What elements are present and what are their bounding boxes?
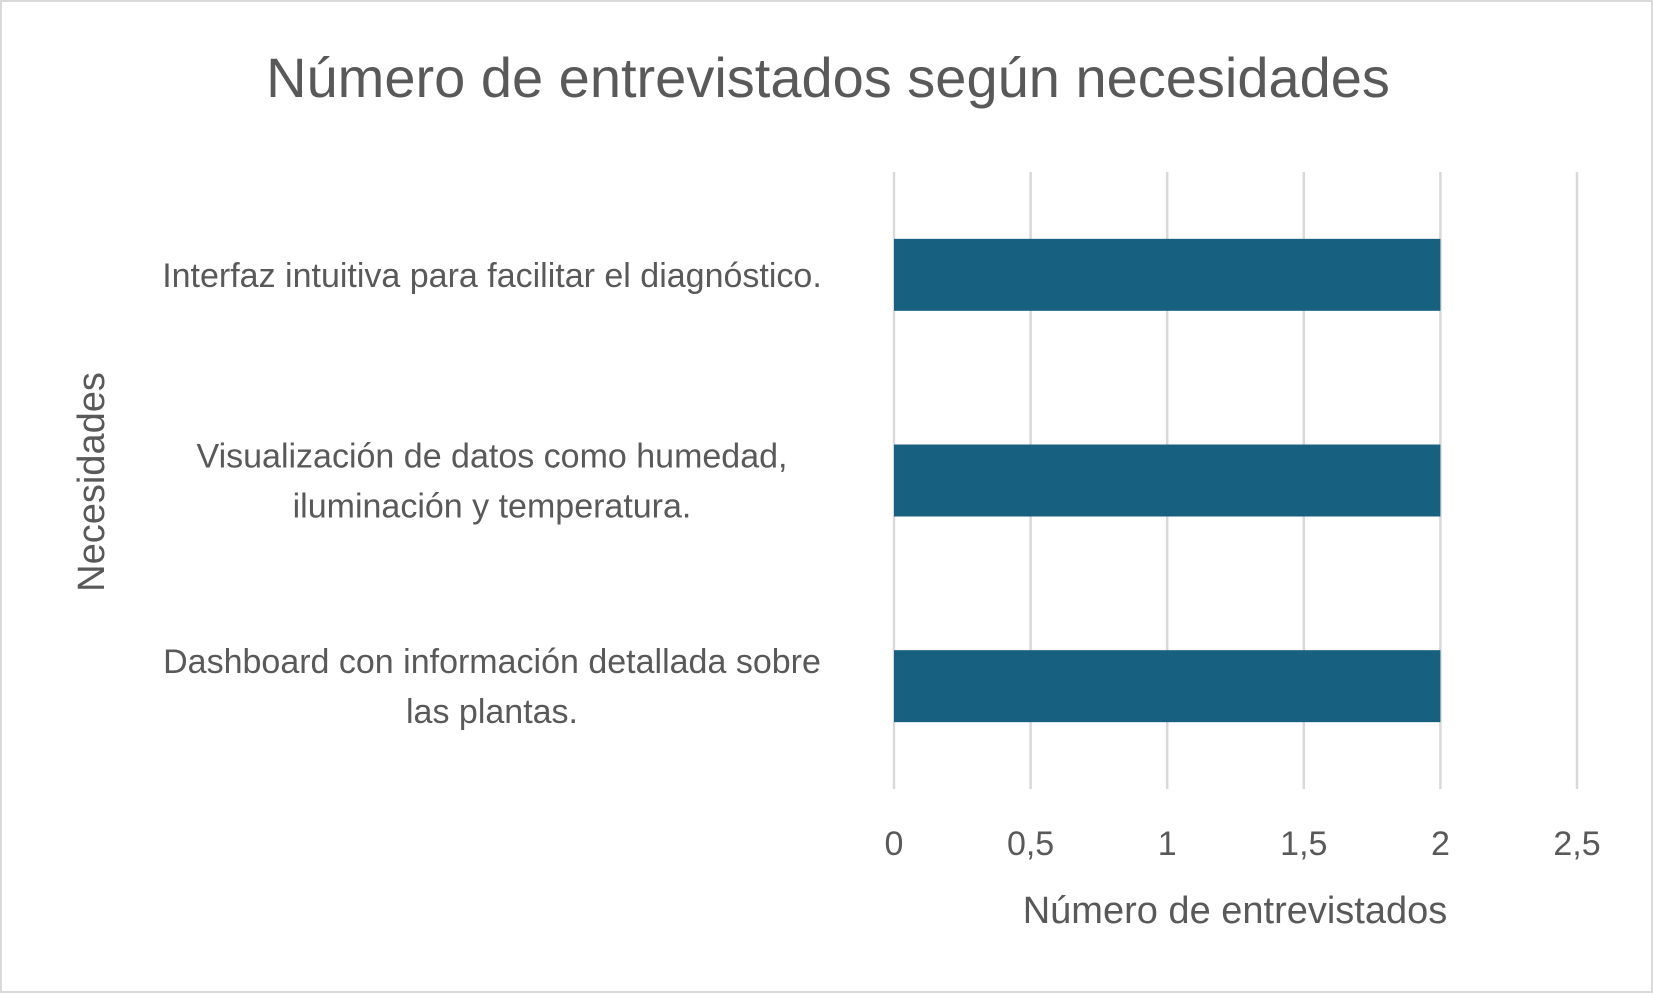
category-label-line: Visualización de datos como humedad, bbox=[197, 438, 788, 476]
x-tick-label: 1,5 bbox=[1280, 825, 1327, 863]
x-tick-label: 0,5 bbox=[1007, 825, 1054, 863]
category-label: Interfaz intuitiva para facilitar el dia… bbox=[162, 257, 822, 295]
y-category-labels: Interfaz intuitiva para facilitar el dia… bbox=[162, 257, 822, 731]
x-tick-label: 2 bbox=[1431, 825, 1450, 863]
category-label-line: Interfaz intuitiva para facilitar el dia… bbox=[162, 257, 822, 295]
x-axis-title: Número de entrevistados bbox=[1023, 890, 1448, 932]
bar bbox=[894, 650, 1441, 723]
category-label-line: las plantas. bbox=[406, 693, 578, 731]
x-tick-label: 2,5 bbox=[1553, 825, 1600, 863]
y-axis-title: Necesidades bbox=[71, 372, 113, 592]
category-label: Visualización de datos como humedad, ilum… bbox=[197, 438, 788, 526]
category-label-line: iluminación y temperatura. bbox=[293, 488, 692, 526]
category-label-line: Dashboard con información detallada sobr… bbox=[163, 643, 821, 681]
x-tick-labels: 0 0,5 1 1,5 2 2,5 bbox=[885, 825, 1601, 863]
bar bbox=[894, 238, 1441, 311]
category-label: Dashboard con información detallada sobr… bbox=[163, 643, 821, 731]
x-tick-label: 1 bbox=[1158, 825, 1177, 863]
chart-title: Número de entrevistados según necesidade… bbox=[266, 46, 1390, 109]
bar bbox=[894, 444, 1441, 517]
bars bbox=[894, 238, 1441, 723]
x-tick-label: 0 bbox=[885, 825, 904, 863]
